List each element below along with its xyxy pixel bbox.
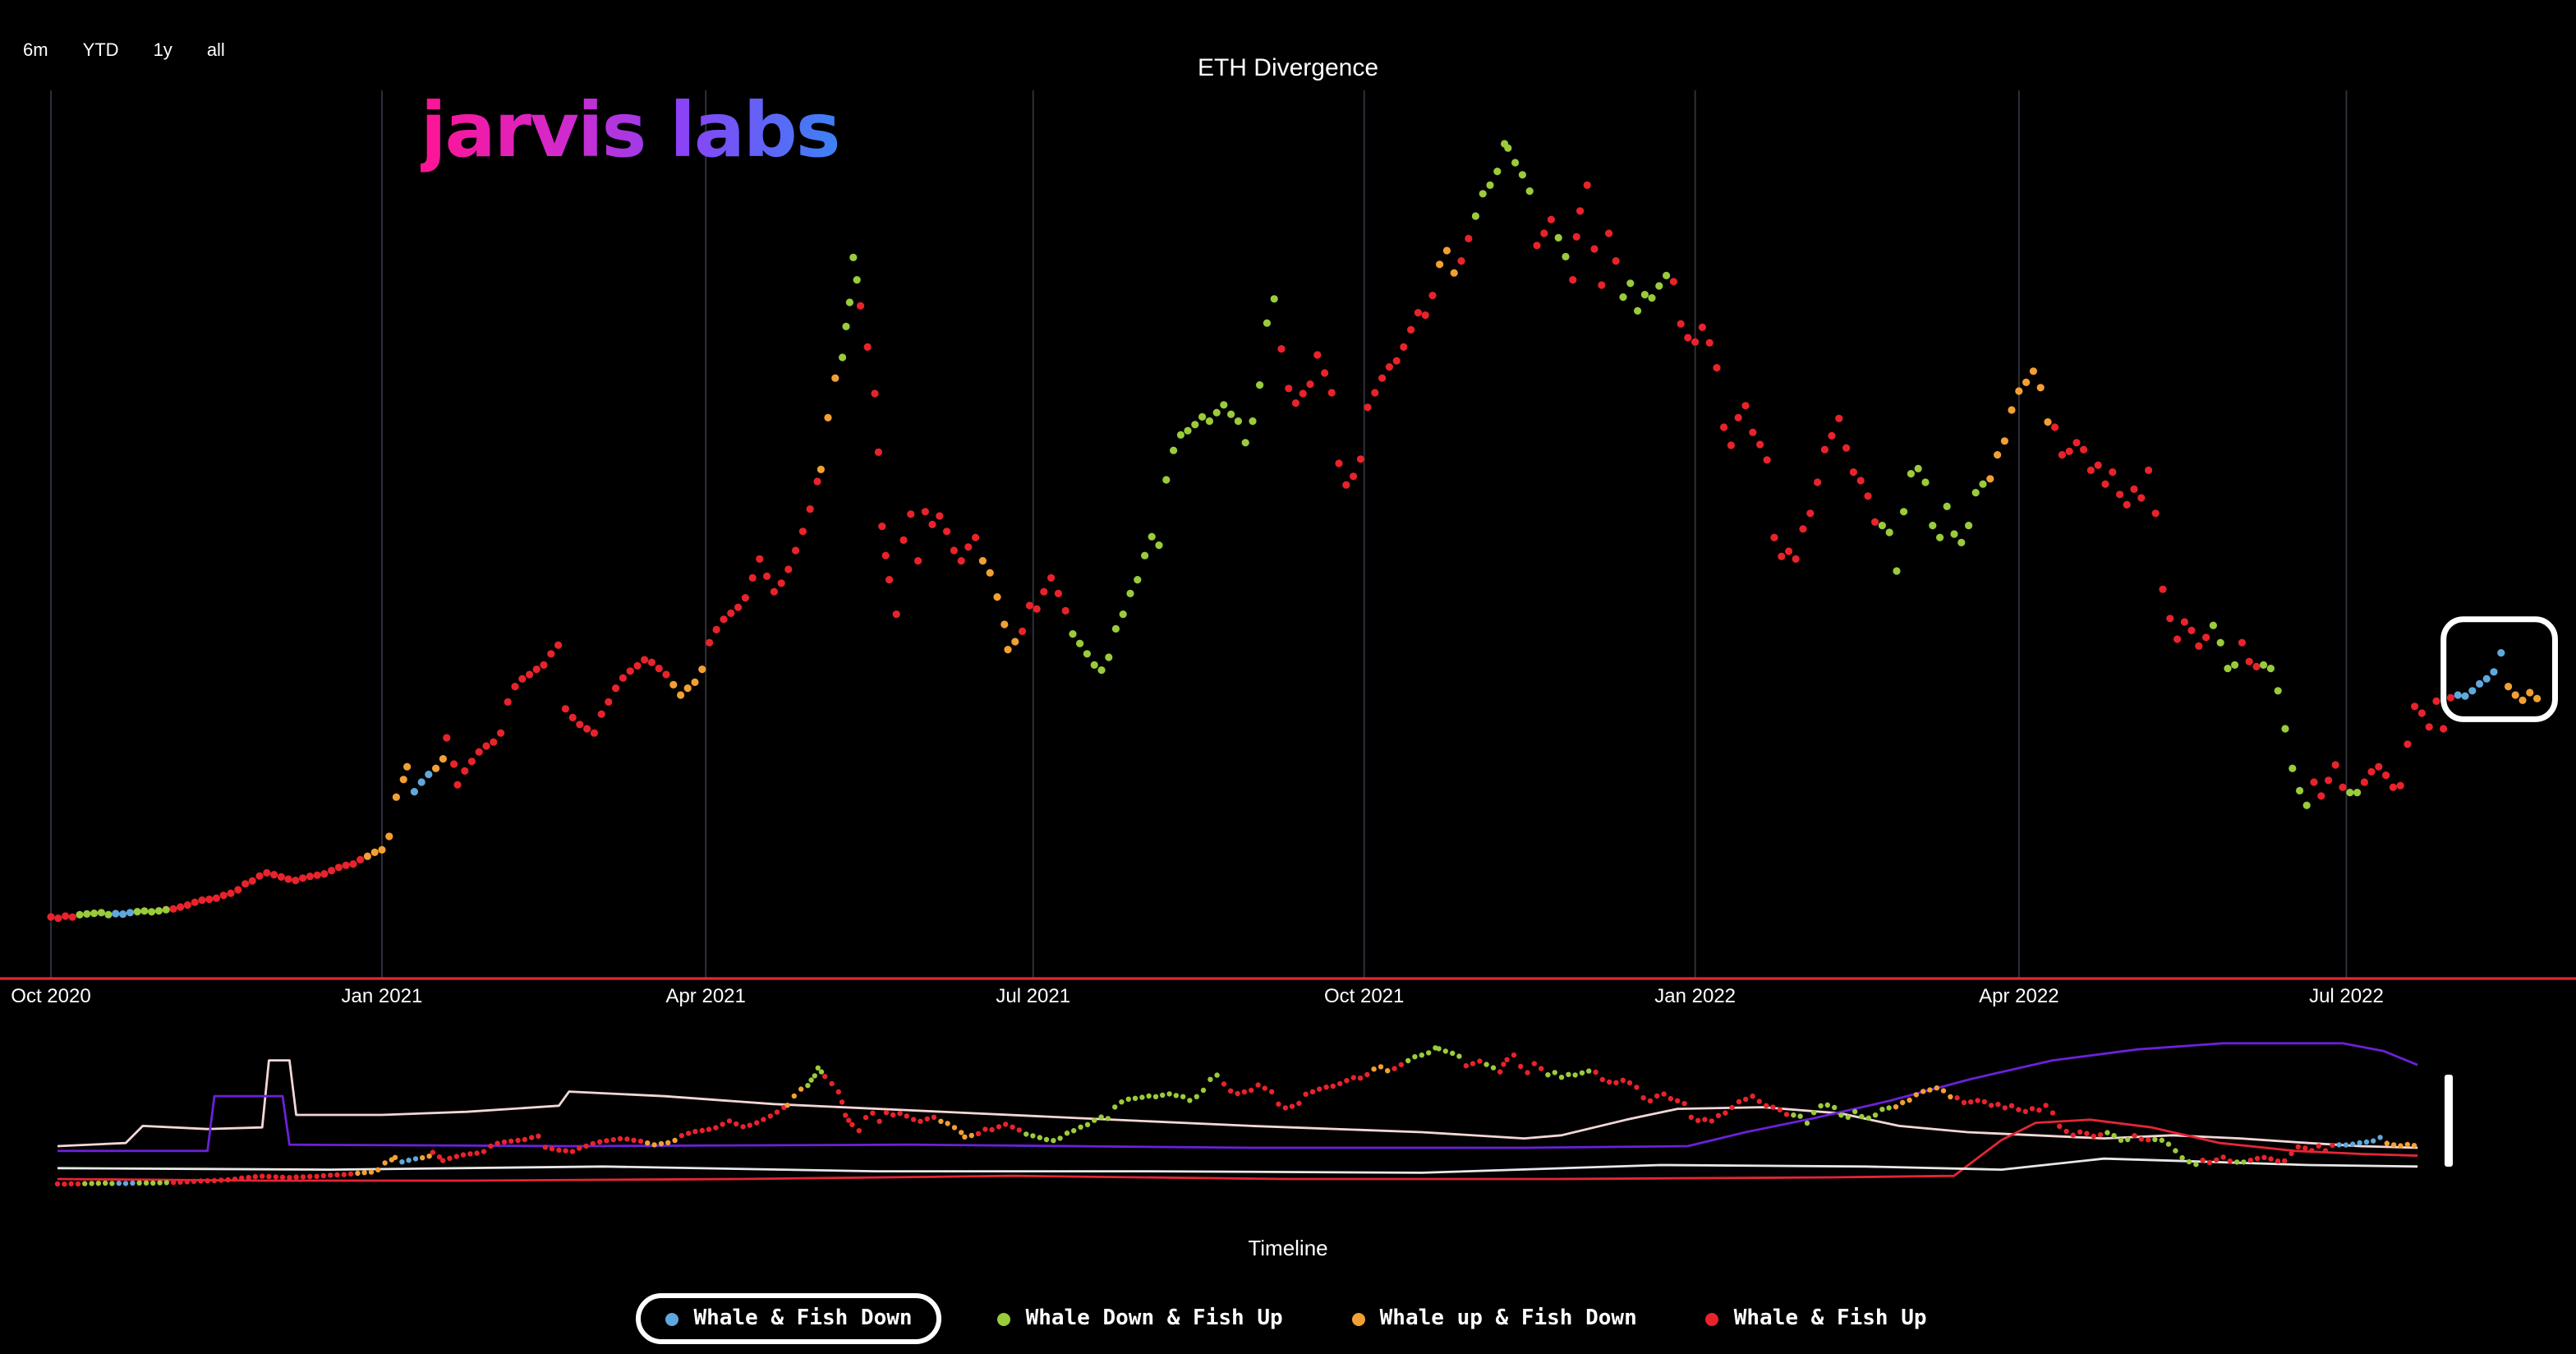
legend-item-whale-up-fish-down[interactable]: Whale up & Fish Down (1339, 1300, 1650, 1338)
x-tick-label: Oct 2020 (11, 984, 91, 1007)
x-tick-label: Jan 2022 (1654, 984, 1736, 1007)
jarvis-labs-logo: jarvis labs (421, 85, 841, 174)
legend-marker-icon (1705, 1312, 1719, 1325)
x-tick-label: Jan 2021 (341, 984, 423, 1007)
x-axis-title: Timeline (1248, 1236, 1328, 1260)
main-scatter-points (47, 140, 2542, 923)
navigator-scatter-points (54, 1045, 2417, 1187)
legend-item-whale-fish-up[interactable]: Whale & Fish Up (1693, 1300, 1940, 1338)
range-button-1y[interactable]: 1y (153, 41, 172, 61)
white-line (57, 1157, 2418, 1174)
page-title: ETH Divergence (1197, 54, 1379, 82)
legend-item-whale-fish-down[interactable]: Whale & Fish Down (636, 1293, 942, 1344)
red-line (57, 1118, 2418, 1182)
legend-marker-icon (1351, 1312, 1365, 1325)
x-tick-label: Oct 2021 (1323, 984, 1405, 1007)
legend-item-label: Whale Down & Fish Up (1025, 1306, 1283, 1331)
navigator-lines[interactable] (57, 1042, 2418, 1182)
legend-item-whale-down-fish-up[interactable]: Whale Down & Fish Up (985, 1300, 1296, 1338)
legend-marker-icon (997, 1312, 1011, 1325)
range-selector: 6m YTD 1y all (23, 41, 225, 61)
range-button-ytd[interactable]: YTD (82, 41, 119, 61)
legend-marker-icon (665, 1312, 679, 1325)
range-button-all[interactable]: all (206, 41, 225, 61)
legend-item-label: Whale up & Fish Down (1379, 1306, 1637, 1331)
legend: Whale & Fish Down Whale Down & Fish Up Wha… (0, 1293, 2576, 1344)
x-tick-label: Apr 2022 (1979, 984, 2059, 1007)
legend-item-label: Whale & Fish Down (693, 1306, 913, 1331)
main-gridlines (50, 90, 2348, 978)
range-button-6m[interactable]: 6m (23, 41, 48, 61)
pink-line (57, 1059, 2418, 1149)
legend-item-label: Whale & Fish Up (1733, 1306, 1927, 1331)
x-tick-label: Apr 2021 (665, 984, 746, 1007)
purple-line (58, 1042, 2418, 1153)
navigator-handle[interactable] (2445, 1075, 2453, 1167)
x-tick-label: Jul 2021 (996, 984, 1071, 1007)
recent-highlight-box (2440, 616, 2558, 722)
x-tick-label: Jul 2022 (2309, 984, 2384, 1007)
